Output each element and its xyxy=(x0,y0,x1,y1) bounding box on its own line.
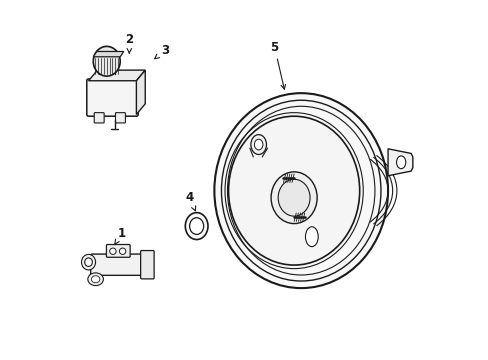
Text: 5: 5 xyxy=(270,41,285,89)
Ellipse shape xyxy=(396,156,405,168)
FancyBboxPatch shape xyxy=(86,79,138,116)
Polygon shape xyxy=(88,70,145,81)
Text: 2: 2 xyxy=(125,33,133,53)
Ellipse shape xyxy=(270,172,317,224)
Polygon shape xyxy=(136,70,145,114)
Ellipse shape xyxy=(84,258,92,266)
Text: 3: 3 xyxy=(154,44,168,59)
Polygon shape xyxy=(93,51,123,57)
Text: 1: 1 xyxy=(114,227,126,245)
Ellipse shape xyxy=(189,218,203,234)
Ellipse shape xyxy=(93,46,120,76)
Ellipse shape xyxy=(254,139,263,150)
Ellipse shape xyxy=(91,276,100,283)
Ellipse shape xyxy=(88,273,103,285)
FancyBboxPatch shape xyxy=(115,113,125,123)
Ellipse shape xyxy=(81,255,95,270)
Ellipse shape xyxy=(214,93,387,288)
Ellipse shape xyxy=(250,135,266,154)
Polygon shape xyxy=(387,149,412,176)
Ellipse shape xyxy=(278,179,309,216)
Ellipse shape xyxy=(119,248,125,255)
Text: 4: 4 xyxy=(185,191,195,211)
FancyBboxPatch shape xyxy=(90,254,144,275)
Ellipse shape xyxy=(185,213,207,239)
FancyBboxPatch shape xyxy=(141,251,154,279)
FancyBboxPatch shape xyxy=(94,113,104,123)
Ellipse shape xyxy=(109,248,116,255)
Ellipse shape xyxy=(228,116,359,265)
Ellipse shape xyxy=(305,227,318,247)
FancyBboxPatch shape xyxy=(106,244,130,257)
